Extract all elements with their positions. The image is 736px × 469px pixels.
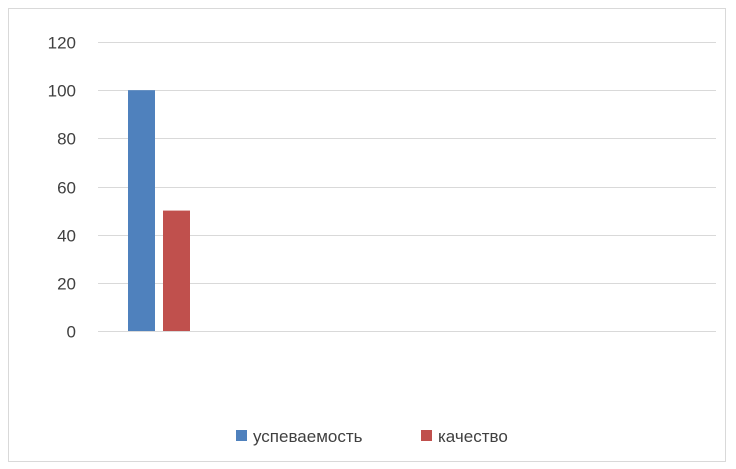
legend: успеваемость качество: [236, 427, 508, 446]
y-tick-label: 60: [57, 179, 76, 198]
y-tick-label: 20: [57, 275, 76, 294]
bars: [128, 90, 190, 332]
y-tick-label: 40: [57, 227, 76, 246]
legend-label: успеваемость: [253, 427, 363, 446]
bar-uspevaemost: [128, 90, 155, 332]
y-axis-tick-labels: 0 20 40 60 80 100 120: [48, 34, 76, 342]
y-tick-label: 0: [67, 323, 76, 342]
legend-swatch: [236, 430, 247, 441]
legend-label: качество: [438, 427, 508, 446]
legend-swatch: [421, 430, 432, 441]
y-tick-label: 120: [48, 34, 76, 53]
y-tick-label: 100: [48, 82, 76, 101]
y-tick-label: 80: [57, 130, 76, 149]
bar-kachestvo: [163, 210, 190, 331]
gridlines: [98, 42, 716, 332]
